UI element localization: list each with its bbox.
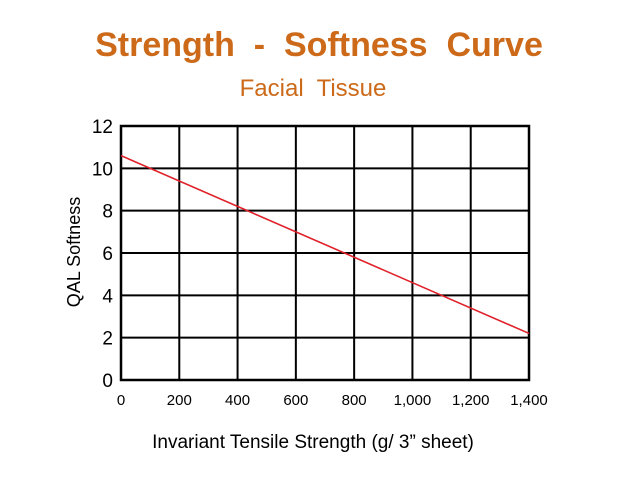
series-layer — [120, 154, 530, 335]
x-tick-label: 1,000 — [394, 392, 432, 409]
x-tick-label: 1,400 — [510, 392, 548, 409]
y-tick-label: 0 — [102, 371, 113, 392]
y-tick-label: 2 — [102, 329, 113, 350]
x-axis-label: Invariant Tensile Strength (g/ 3” sheet) — [152, 432, 474, 453]
x-tick-label: 1,200 — [452, 392, 490, 409]
x-tick-label: 800 — [342, 392, 367, 409]
chart-subtitle: Facial Tissue — [239, 75, 387, 102]
y-tick-label: 6 — [102, 244, 113, 265]
chart-title: Strength - Softness Curve — [95, 26, 543, 64]
y-axis-label: QAL Softness — [64, 197, 84, 307]
plot-frame — [119, 124, 531, 382]
series-line-0 — [120, 154, 530, 335]
x-tick-label: 200 — [167, 392, 192, 409]
x-tick-label: 0 — [117, 392, 125, 409]
y-tick-label: 8 — [102, 202, 113, 223]
grid-lines — [121, 126, 529, 380]
x-tick-label: 400 — [225, 392, 250, 409]
y-tick-labels: 0 2 4 6 8 10 12 — [92, 117, 114, 392]
x-tick-labels: 0 200 400 600 800 1,000 1,200 1,400 — [117, 392, 548, 409]
y-tick-label: 12 — [92, 117, 113, 138]
x-tick-label: 600 — [283, 392, 308, 409]
y-tick-label: 10 — [92, 159, 113, 180]
y-tick-label: 4 — [102, 286, 113, 307]
